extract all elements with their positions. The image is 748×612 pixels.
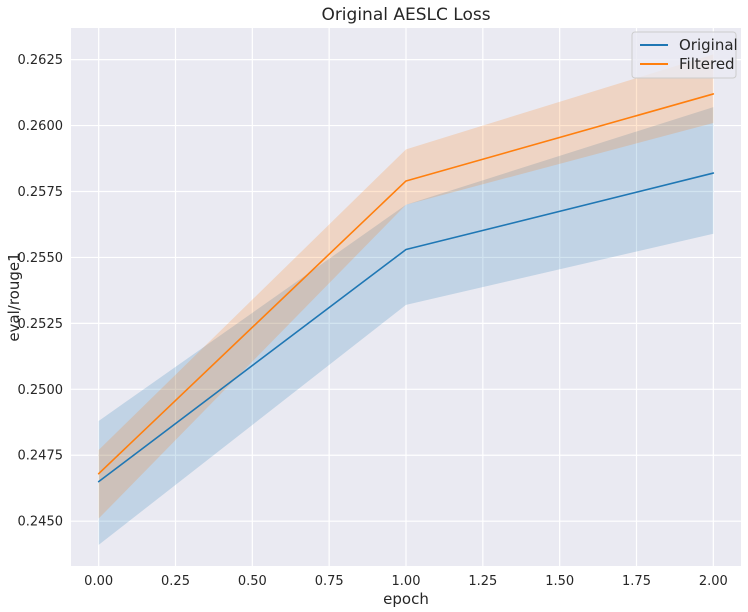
chart-title: Original AESLC Loss: [321, 5, 490, 25]
x-tick-label: 0.00: [84, 574, 113, 589]
y-tick-label: 0.2450: [18, 515, 64, 530]
x-tick-label: 1.75: [622, 574, 651, 589]
legend-label-filtered: Filtered: [679, 55, 735, 73]
ci-band-original: [98, 107, 714, 545]
series-line-original: [97, 172, 715, 483]
x-axis-label: epoch: [383, 590, 429, 608]
confidence-bands: [98, 54, 714, 545]
y-axis-ticks: 0.2450 0.2475 0.2500 0.2525 0.2550 0.2575 0.26…: [18, 53, 64, 530]
legend-label-original: Original: [679, 36, 738, 54]
x-tick-label: 0.75: [315, 574, 344, 589]
y-tick-label: 0.2475: [18, 449, 64, 464]
x-tick-label: 1.25: [468, 574, 497, 589]
y-tick-label: 0.2625: [18, 53, 64, 68]
y-tick-label: 0.2525: [18, 317, 64, 332]
legend: Original Filtered: [631, 31, 738, 79]
series-line-filtered: [97, 93, 715, 475]
y-tick-label: 0.2575: [18, 185, 64, 200]
y-tick-label: 0.2550: [18, 251, 64, 266]
x-axis-ticks: 0.00 0.25 0.50 0.75 1.00 1.25 1.50 1.75 2.00: [84, 574, 728, 589]
y-tick-label: 0.2600: [18, 119, 64, 134]
series-lines: [97, 93, 715, 483]
x-tick-label: 0.25: [161, 574, 190, 589]
ci-band-filtered: [98, 54, 714, 519]
y-axis-label: eval/rouge1: [5, 252, 23, 341]
x-tick-label: 1.50: [545, 574, 574, 589]
x-tick-label: 1.00: [392, 574, 421, 589]
legend-box: [631, 31, 737, 79]
x-tick-label: 0.50: [238, 574, 267, 589]
grid: [71, 28, 741, 566]
y-tick-label: 0.2500: [18, 383, 64, 398]
x-tick-label: 2.00: [699, 574, 728, 589]
